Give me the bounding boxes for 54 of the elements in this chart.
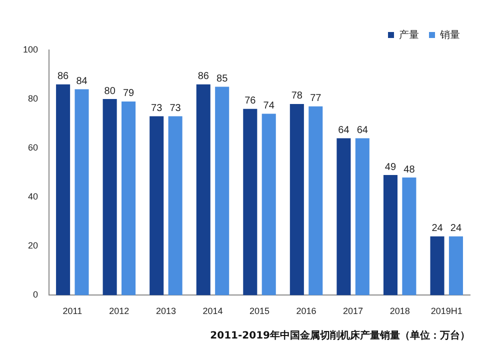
bar [150, 116, 164, 296]
data-label: 77 [310, 93, 322, 104]
y-tick-label: 80 [28, 94, 38, 104]
x-tick-label: 2012 [109, 306, 130, 316]
x-tick-label: 2017 [343, 306, 364, 316]
y-tick-label: 100 [22, 44, 38, 54]
data-label: 86 [57, 71, 70, 82]
data-label: 64 [356, 125, 368, 136]
data-label: 79 [122, 88, 135, 100]
y-tick-label: 20 [28, 240, 38, 251]
text: 2011-2019年中国金属切削机床产量销量（单位：万台） [210, 330, 470, 342]
bar [383, 175, 398, 296]
y-tick-label: 60 [28, 142, 38, 153]
data-label: 86 [198, 71, 210, 82]
bar [355, 138, 370, 296]
y-tick-label: 40 [28, 192, 38, 202]
data-label: 48 [404, 164, 416, 176]
data-label: 80 [104, 86, 116, 97]
data-label: 78 [291, 90, 303, 102]
bar [122, 101, 136, 296]
x-tick-label: 2014 [202, 306, 223, 316]
data-label: 84 [76, 76, 88, 87]
bar [308, 106, 323, 296]
data-label: 24 [450, 223, 462, 234]
x-tick-label: 2013 [156, 306, 176, 316]
bar [262, 114, 276, 296]
x-tick-label: 2015 [249, 306, 270, 316]
data-label: 74 [263, 100, 275, 112]
bar [430, 236, 444, 296]
bar [336, 138, 351, 296]
legend-label: 销量 [439, 30, 460, 41]
bar [448, 236, 463, 296]
bar [196, 84, 210, 296]
bar [102, 99, 117, 296]
legend-label: 产量 [399, 28, 419, 41]
x-tick-label: 2016 [296, 306, 316, 316]
x-tick-label: 2018 [390, 306, 410, 316]
data-label: 76 [244, 96, 256, 107]
data-label: 73 [170, 102, 182, 114]
bar [215, 86, 230, 296]
x-tick-label: 2019H1 [430, 306, 462, 316]
data-label: 73 [151, 102, 163, 114]
data-label: 64 [338, 125, 350, 136]
x-tick-label: 2011 [62, 306, 82, 316]
data-label: 85 [216, 74, 228, 85]
bar [243, 108, 258, 296]
data-label: 49 [384, 162, 396, 173]
bar [74, 89, 89, 296]
data-label: 24 [432, 223, 444, 234]
bar [290, 104, 304, 296]
bar [56, 84, 70, 296]
bar [402, 178, 416, 296]
bar [168, 116, 182, 296]
y-tick-label: 0 [33, 290, 38, 300]
